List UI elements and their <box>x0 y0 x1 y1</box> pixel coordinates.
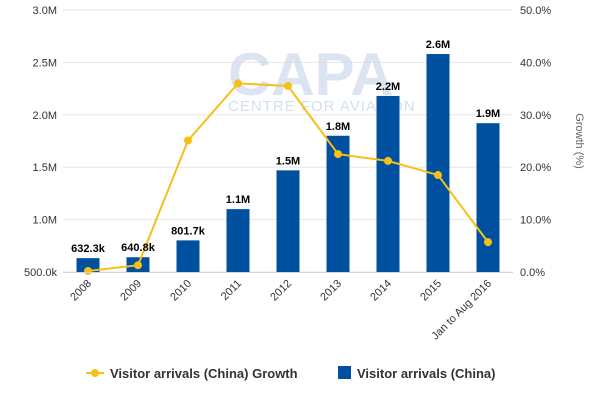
x-tick-label: 2009 <box>118 278 144 304</box>
left-axis: 500.0k 1.0M 1.5M 2.0M 2.5M 3.0M <box>24 5 58 279</box>
right-tick-label: 50.0% <box>520 5 551 17</box>
legend-item-arrivals[interactable]: Visitor arrivals (China) <box>338 366 495 381</box>
bar[interactable] <box>226 209 250 272</box>
growth-point[interactable] <box>434 171 442 180</box>
legend-item-growth[interactable]: Visitor arrivals (China) Growth <box>86 366 298 381</box>
left-tick-label: 3.0M <box>33 5 57 17</box>
growth-point[interactable] <box>184 136 192 145</box>
legend-label-growth: Visitor arrivals (China) Growth <box>110 366 298 381</box>
growth-point[interactable] <box>134 261 142 270</box>
watermark-subtitle: CENTRE FOR AVIATION <box>228 98 416 115</box>
x-tick-label: 2010 <box>168 278 194 304</box>
x-tick-label: 2013 <box>318 278 344 304</box>
x-tick-label: 2008 <box>68 278 94 304</box>
x-tick-label: 2011 <box>219 278 244 303</box>
left-tick-label: 500.0k <box>24 267 58 279</box>
watermark-logo: CAPA <box>228 41 394 108</box>
right-tick-label: 20.0% <box>520 162 551 174</box>
bar-data-label: 1.1M <box>226 194 250 206</box>
growth-point[interactable] <box>84 266 92 275</box>
bar-data-label: 801.7k <box>171 225 206 237</box>
legend[interactable]: Visitor arrivals (China) Growth Visitor … <box>86 366 495 381</box>
bar-data-label: 632.3k <box>71 243 106 255</box>
right-axis-title: Growth (%) <box>573 113 585 169</box>
bar-data-label: 2.2M <box>376 81 400 93</box>
left-tick-label: 1.0M <box>33 215 57 227</box>
right-tick-label: 0.0% <box>520 267 545 279</box>
growth-point[interactable] <box>334 150 342 159</box>
left-tick-label: 2.5M <box>33 57 57 69</box>
bar-data-label: 1.5M <box>276 155 300 167</box>
x-tick-label: 2014 <box>368 278 394 304</box>
legend-label-arrivals: Visitor arrivals (China) <box>357 366 495 381</box>
bar-data-label: 2.6M <box>426 39 450 51</box>
bar[interactable] <box>76 258 100 272</box>
right-tick-label: 30.0% <box>520 110 551 122</box>
left-tick-label: 2.0M <box>33 110 57 122</box>
right-tick-label: 10.0% <box>520 215 551 227</box>
right-tick-label: 40.0% <box>520 57 551 69</box>
bar-data-label: 1.9M <box>476 108 500 120</box>
growth-point[interactable] <box>384 156 392 165</box>
bar[interactable] <box>426 54 450 273</box>
bar[interactable] <box>276 170 300 272</box>
data-labels: 632.3k 640.8k 801.7k 1.1M 1.5M 1.8M 2.2M 2.6M 1.… <box>71 39 500 255</box>
left-tick-label: 1.5M <box>33 162 57 174</box>
line-series <box>84 79 492 275</box>
growth-point[interactable] <box>484 238 492 247</box>
bar[interactable] <box>376 95 400 272</box>
x-tick-label: 2015 <box>418 278 444 304</box>
bar[interactable] <box>326 135 350 272</box>
right-axis: 0.0% 10.0% 20.0% 30.0% 40.0% 50.0% <box>520 5 551 279</box>
bar-data-label: 1.8M <box>326 121 350 133</box>
growth-point[interactable] <box>234 79 242 88</box>
bar[interactable] <box>176 240 200 272</box>
capa-watermark: CAPA CENTRE FOR AVIATION <box>228 41 416 115</box>
bar-data-label: 640.8k <box>121 242 156 254</box>
bar[interactable] <box>476 123 500 273</box>
x-tick-label: 2012 <box>268 278 294 304</box>
legend-square-marker <box>338 366 351 379</box>
growth-point[interactable] <box>284 81 292 90</box>
legend-dot-marker <box>91 369 99 377</box>
